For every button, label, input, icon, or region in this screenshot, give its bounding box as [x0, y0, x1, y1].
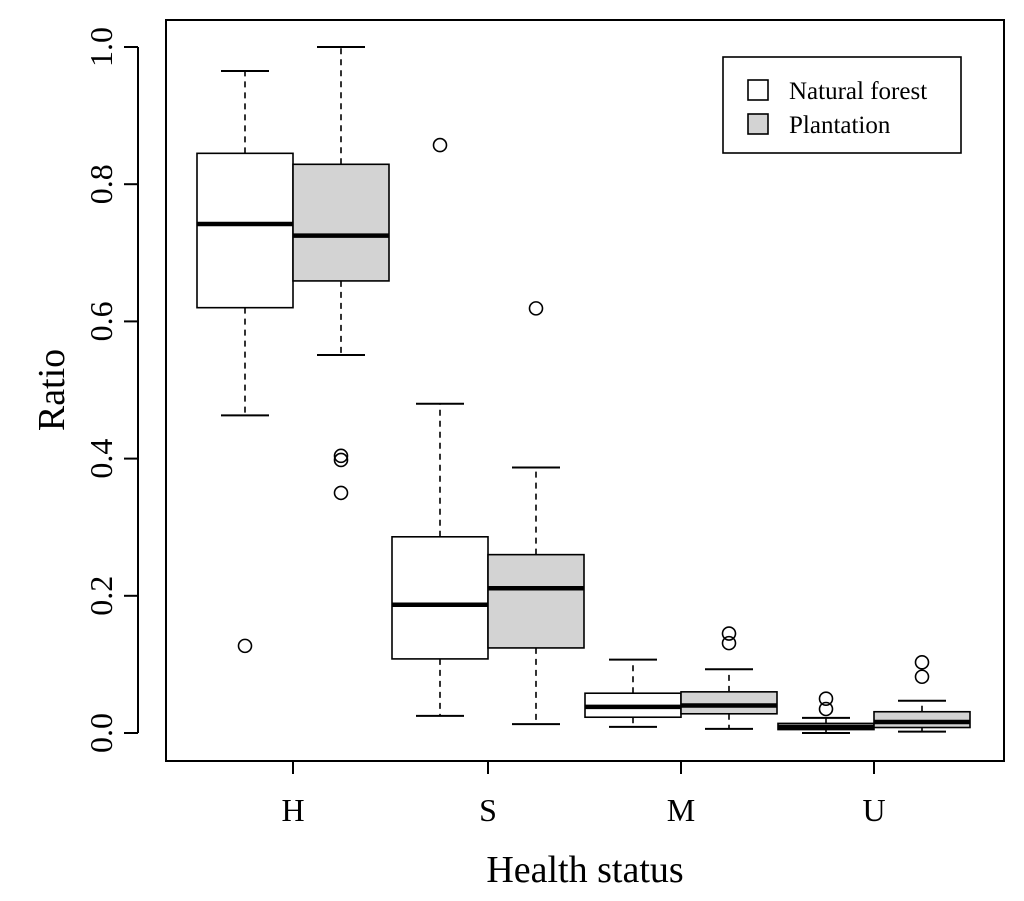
- iqr-box: [292, 163, 390, 282]
- legend-label: Plantation: [789, 112, 891, 139]
- legend-box: [722, 56, 962, 154]
- outlier-point: [432, 137, 448, 153]
- outlier-point: [333, 485, 349, 501]
- iqr-box: [680, 691, 778, 715]
- iqr-box: [873, 710, 971, 729]
- y-axis-title: Ratio: [31, 349, 73, 431]
- y-tick-label: 0.4: [83, 439, 119, 479]
- outlier-point: [237, 638, 253, 654]
- y-tick-label: 0.8: [83, 164, 119, 204]
- plot-area: 0.0 0.2 0.4 0.6 0.8 1.0 Ratio H S M U Health status…: [31, 19, 1005, 891]
- x-axis-title: Health status: [486, 849, 683, 891]
- legend-swatch: [747, 79, 769, 101]
- iqr-box: [391, 536, 489, 660]
- x-tick-label: S: [479, 792, 497, 828]
- outlier-point: [528, 301, 544, 316]
- x-tick-label: M: [667, 792, 695, 828]
- outlier-point: [333, 448, 349, 464]
- outlier-point: [721, 635, 737, 651]
- x-tick-label: H: [281, 792, 304, 828]
- outlier-point: [914, 669, 930, 685]
- y-tick-label: 1.0: [83, 27, 119, 67]
- iqr-box: [196, 152, 294, 309]
- outlier-point: [333, 452, 349, 468]
- outlier-point: [914, 655, 930, 670]
- y-tick-label: 0.0: [83, 713, 119, 753]
- iqr-box: [487, 553, 585, 649]
- outlier-point: [818, 691, 834, 707]
- legend-label: Natural forest: [789, 78, 927, 105]
- outlier-point: [721, 626, 737, 641]
- legend-swatch: [747, 113, 769, 135]
- x-tick-label: U: [862, 792, 885, 828]
- y-tick-label: 0.2: [83, 576, 119, 616]
- y-tick-label: 0.6: [83, 301, 119, 341]
- outlier-point: [818, 701, 834, 717]
